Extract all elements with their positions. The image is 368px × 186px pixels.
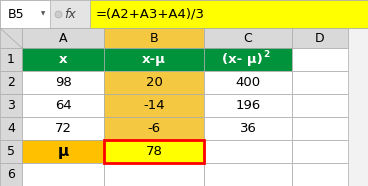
Text: ▼: ▼	[41, 12, 45, 17]
Bar	[204, 71, 292, 94]
Text: 64: 64	[54, 99, 71, 112]
Bar	[22, 117, 104, 140]
Bar	[204, 140, 292, 163]
Bar	[22, 163, 104, 186]
Bar	[0, 117, 22, 140]
Bar	[0, 28, 22, 48]
Bar	[0, 48, 22, 71]
Text: 3: 3	[7, 99, 15, 112]
Bar	[22, 71, 104, 94]
Text: -6: -6	[148, 122, 160, 135]
Text: B: B	[150, 31, 158, 44]
Text: 4: 4	[7, 122, 15, 135]
Text: 5: 5	[7, 145, 15, 158]
Text: 2: 2	[7, 76, 15, 89]
Bar	[22, 140, 104, 163]
Text: 72: 72	[54, 122, 71, 135]
Bar	[0, 0, 368, 28]
Text: 20: 20	[146, 76, 162, 89]
Text: fx: fx	[64, 7, 76, 20]
Bar	[90, 0, 368, 28]
Bar	[292, 94, 348, 117]
Bar	[204, 94, 292, 117]
Bar	[292, 140, 348, 163]
Text: 1: 1	[7, 53, 15, 66]
Bar	[104, 163, 204, 186]
Bar	[104, 71, 204, 94]
Bar	[104, 117, 204, 140]
Text: x: x	[59, 53, 67, 66]
Bar	[0, 163, 22, 186]
Bar	[292, 163, 348, 186]
Text: D: D	[315, 31, 325, 44]
Text: 36: 36	[240, 122, 256, 135]
Bar	[22, 48, 104, 71]
Bar	[104, 94, 204, 117]
Bar	[0, 140, 22, 163]
Bar	[204, 48, 292, 71]
Bar	[0, 71, 22, 94]
Text: 2: 2	[263, 50, 269, 59]
Bar	[292, 71, 348, 94]
Text: μ: μ	[57, 144, 68, 159]
Text: (x- μ): (x- μ)	[222, 53, 262, 66]
Text: 196: 196	[236, 99, 261, 112]
Bar	[204, 117, 292, 140]
Bar	[292, 117, 348, 140]
Text: 98: 98	[54, 76, 71, 89]
Bar	[104, 28, 204, 48]
Bar	[22, 94, 104, 117]
Text: -14: -14	[143, 99, 165, 112]
Bar	[0, 0, 50, 28]
Bar	[104, 140, 204, 163]
Text: C: C	[244, 31, 252, 44]
Bar	[22, 28, 104, 48]
Text: B5: B5	[8, 7, 25, 20]
Bar	[204, 163, 292, 186]
Bar	[292, 48, 348, 71]
Bar	[204, 28, 292, 48]
Text: A: A	[59, 31, 67, 44]
Bar	[104, 48, 204, 71]
Text: =(A2+A3+A4)/3: =(A2+A3+A4)/3	[96, 7, 205, 20]
Text: x-μ: x-μ	[142, 53, 166, 66]
Text: 400: 400	[236, 76, 261, 89]
Bar	[0, 94, 22, 117]
Text: 78: 78	[146, 145, 162, 158]
Bar	[292, 28, 348, 48]
Text: 6: 6	[7, 168, 15, 181]
